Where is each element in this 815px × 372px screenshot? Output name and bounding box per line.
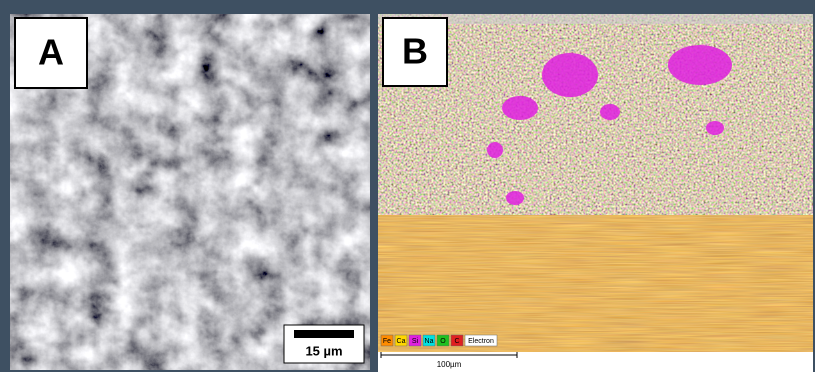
figure: A 15 µm B Fe Ca Si Na O C Electron 100µm bbox=[0, 0, 815, 372]
legend-label: O bbox=[440, 338, 446, 345]
panel-b: B Fe Ca Si Na O C Electron 100µm bbox=[378, 14, 813, 372]
legend-label: Electron bbox=[468, 338, 494, 345]
scale-bar bbox=[294, 330, 354, 338]
eds-substrate bbox=[378, 215, 813, 352]
legend: Fe Ca Si Na O C Electron bbox=[381, 335, 497, 346]
panel-label: A bbox=[38, 32, 64, 73]
panel-label: B bbox=[402, 31, 428, 72]
legend-label: Fe bbox=[383, 338, 391, 345]
panel-a: A 15 µm bbox=[10, 14, 370, 370]
page: A 15 µm B FeCaSiNaOCElectron 100µm (() =… bbox=[0, 0, 815, 372]
legend-label: C bbox=[454, 338, 459, 345]
legend-label: Si bbox=[412, 338, 419, 345]
scale-text: 15 µm bbox=[305, 343, 342, 358]
scale-text: 100µm bbox=[437, 360, 462, 369]
legend-label: Ca bbox=[397, 338, 406, 345]
legend-label: Na bbox=[425, 338, 434, 345]
